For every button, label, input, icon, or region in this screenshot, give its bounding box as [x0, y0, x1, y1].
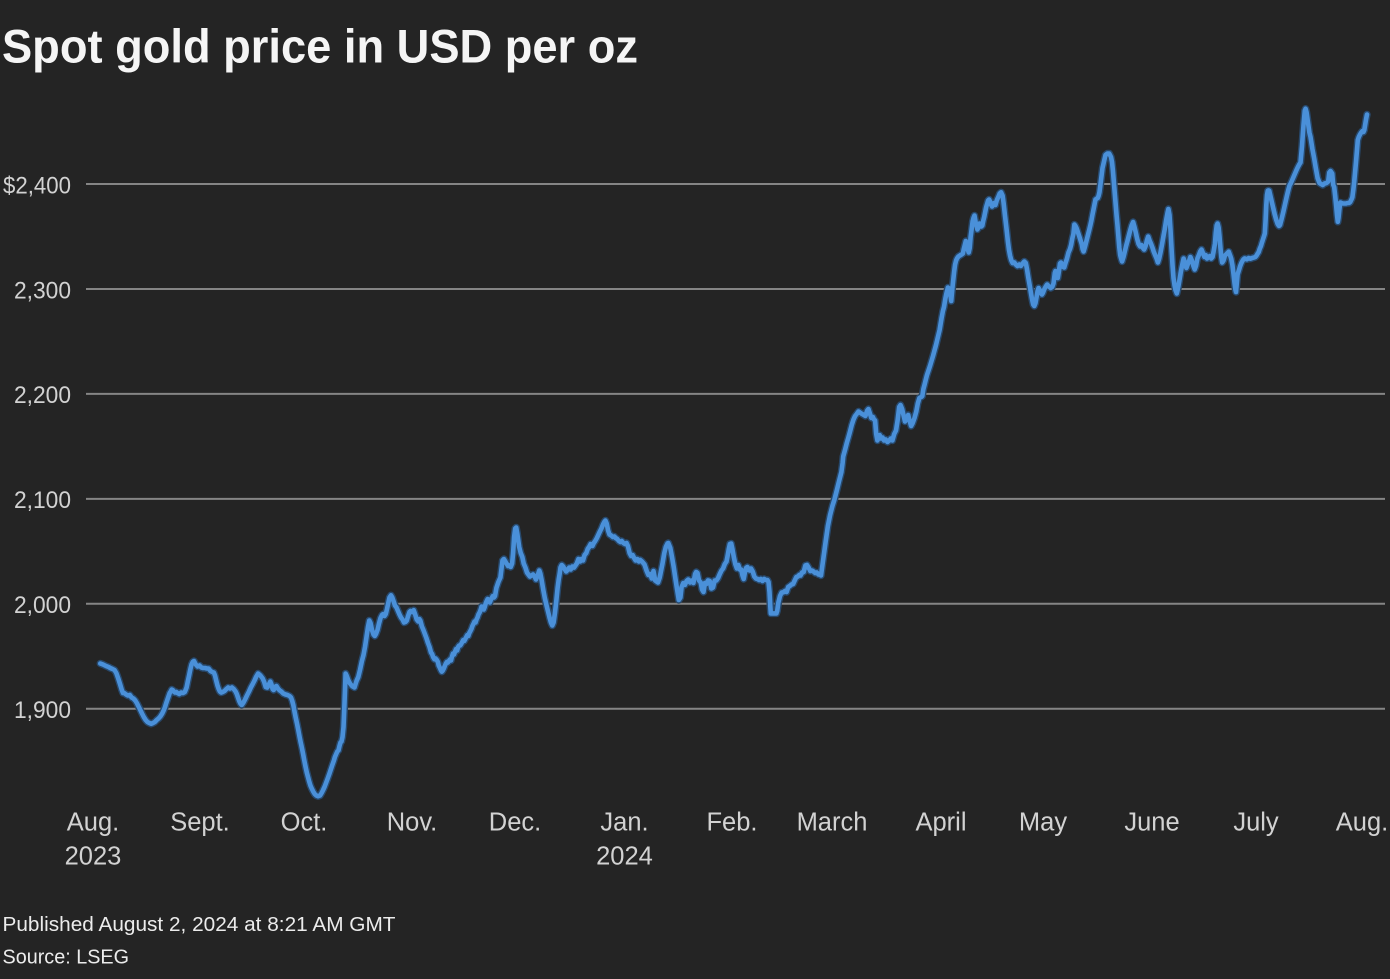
svg-text:Dec.: Dec.	[489, 809, 541, 837]
svg-text:Oct.: Oct.	[281, 809, 328, 837]
svg-text:June: June	[1124, 809, 1179, 837]
svg-text:2,100: 2,100	[14, 487, 71, 514]
svg-text:July: July	[1233, 809, 1279, 837]
svg-text:Sept.: Sept.	[170, 809, 230, 837]
svg-text:2,300: 2,300	[14, 277, 71, 304]
svg-text:2,200: 2,200	[14, 382, 71, 409]
svg-text:2,000: 2,000	[14, 592, 71, 619]
svg-text:March: March	[797, 809, 868, 837]
svg-text:Aug.: Aug.	[1336, 809, 1388, 837]
svg-text:Published August 2, 2024 at 8:: Published August 2, 2024 at 8:21 AM GMT	[3, 913, 396, 936]
svg-text:Nov.: Nov.	[387, 809, 438, 837]
svg-text:Source: LSEG: Source: LSEG	[3, 946, 130, 969]
svg-text:Aug.: Aug.	[67, 809, 119, 837]
svg-text:April: April	[915, 809, 966, 837]
svg-text:Feb.: Feb.	[706, 809, 757, 837]
svg-text:1,900: 1,900	[14, 697, 71, 724]
svg-text:Jan.: Jan.	[600, 809, 648, 837]
svg-text:$2,400: $2,400	[3, 172, 71, 199]
svg-text:May: May	[1019, 809, 1067, 837]
svg-text:2024: 2024	[596, 843, 653, 871]
svg-text:2023: 2023	[65, 843, 122, 871]
svg-text:Spot gold price in USD per oz: Spot gold price in USD per oz	[2, 20, 638, 73]
